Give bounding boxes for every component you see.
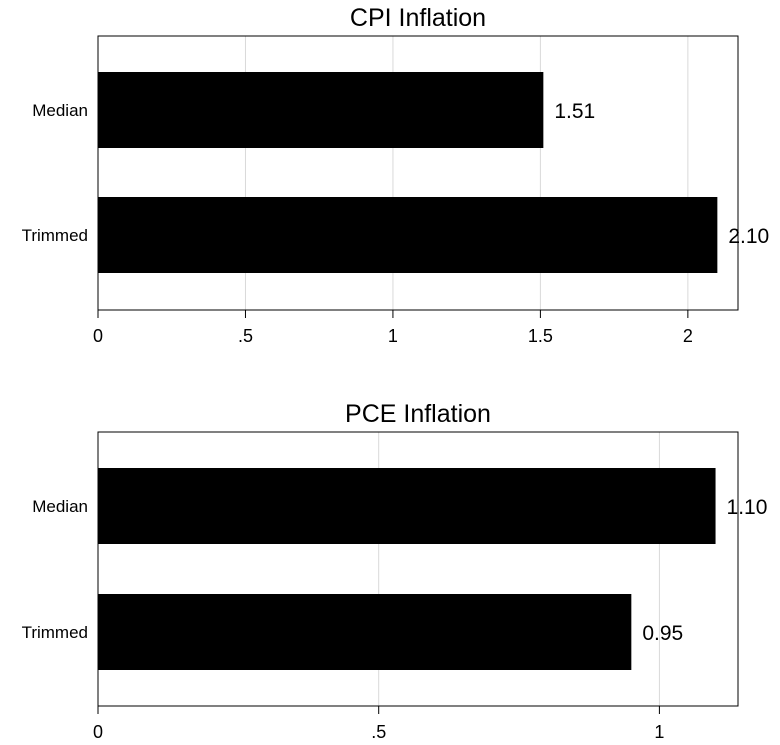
cpi-inflation-panel: CPI Inflation Median 1.51 Trimmed 2.10 0 .5 1 1… <box>22 4 770 346</box>
cpi-x-tick-label: 1 <box>388 326 398 346</box>
pce-bar-trimmed <box>98 594 632 670</box>
cpi-value-label: 1.51 <box>554 100 595 123</box>
pce-plot-frame <box>97 431 739 707</box>
pce-inflation-panel: PCE Inflation Median 1.10 Trimmed 0.95 0 .5 1 <box>22 400 768 742</box>
pce-bar-median <box>98 468 716 544</box>
cpi-plot-frame <box>97 35 739 311</box>
pce-x-tick-label: .5 <box>371 722 386 742</box>
cpi-value-label: 2.10 <box>728 225 769 248</box>
cpi-x-tick-label: 1.5 <box>528 326 553 346</box>
cpi-x-tick-label: 2 <box>683 326 693 346</box>
cpi-x-tick-label: 0 <box>93 326 103 346</box>
pce-chart-title: PCE Inflation <box>345 400 491 428</box>
cpi-category-label: Median <box>32 101 88 120</box>
cpi-chart-title: CPI Inflation <box>350 4 486 32</box>
pce-category-label: Trimmed <box>22 623 88 642</box>
cpi-bar-trimmed <box>98 197 718 273</box>
pce-x-tick-label: 1 <box>654 722 664 742</box>
pce-value-label: 0.95 <box>642 622 683 645</box>
cpi-bar-median <box>98 72 544 148</box>
cpi-x-tick-label: .5 <box>238 326 253 346</box>
cpi-category-label: Trimmed <box>22 226 88 245</box>
pce-value-label: 1.10 <box>727 496 768 519</box>
pce-category-label: Median <box>32 497 88 516</box>
pce-x-tick-label: 0 <box>93 722 103 742</box>
